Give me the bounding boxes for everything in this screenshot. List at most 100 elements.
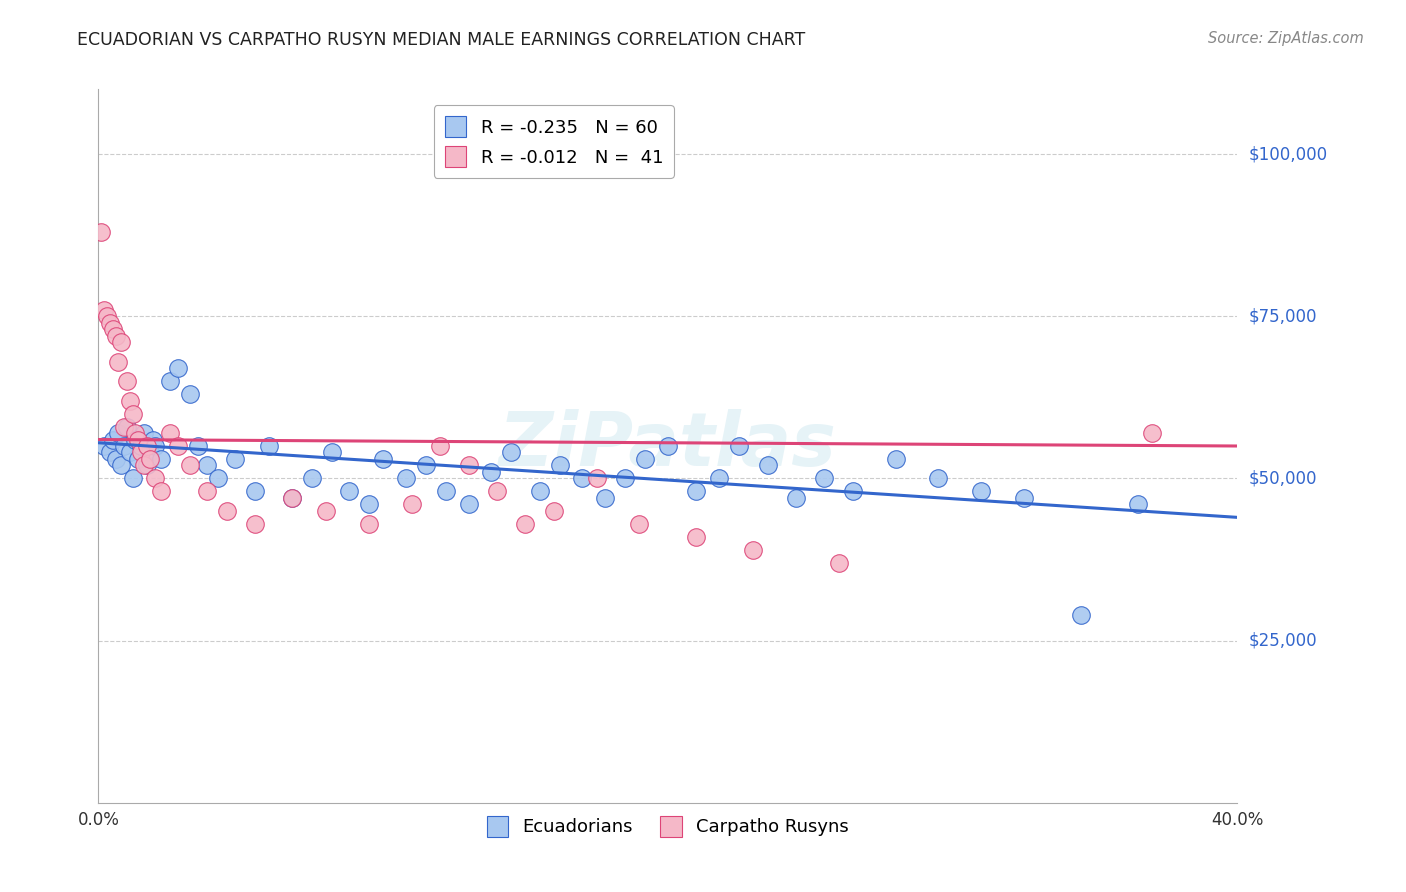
Point [685, 484, 707, 499]
Point [259, 439, 281, 453]
Point [150, 484, 173, 499]
Point [127, 433, 149, 447]
Point [118, 393, 141, 408]
Point [401, 497, 423, 511]
Point [129, 445, 152, 459]
Point [187, 439, 209, 453]
Point [110, 458, 132, 473]
Point [167, 361, 190, 376]
Point [110, 335, 132, 350]
Point [1070, 607, 1092, 622]
Point [828, 556, 851, 570]
Legend: Ecuadorians, Carpatho Rusyns: Ecuadorians, Carpatho Rusyns [479, 808, 856, 844]
Point [159, 425, 181, 440]
Point [195, 458, 218, 473]
Point [96, 310, 118, 324]
Point [614, 471, 637, 485]
Point [159, 374, 181, 388]
Point [357, 497, 380, 511]
Point [429, 439, 451, 453]
Point [195, 484, 218, 499]
Point [813, 471, 835, 485]
Point [124, 433, 146, 447]
Point [479, 465, 502, 479]
Point [135, 458, 157, 473]
Point [415, 458, 437, 473]
Point [104, 328, 127, 343]
Point [129, 439, 152, 453]
Point [884, 452, 907, 467]
Point [742, 542, 765, 557]
Point [179, 387, 201, 401]
Point [121, 407, 143, 421]
Point [93, 439, 115, 453]
Point [321, 445, 343, 459]
Point [167, 439, 190, 453]
Point [1126, 497, 1149, 511]
Point [927, 471, 949, 485]
Point [756, 458, 779, 473]
Point [179, 458, 201, 473]
Point [112, 439, 135, 453]
Point [657, 439, 679, 453]
Point [104, 452, 127, 467]
Point [243, 516, 266, 531]
Point [337, 484, 360, 499]
Point [301, 471, 323, 485]
Point [127, 452, 149, 467]
Point [132, 458, 155, 473]
Point [585, 471, 607, 485]
Point [593, 491, 616, 505]
Point [215, 504, 238, 518]
Point [785, 491, 807, 505]
Point [486, 484, 509, 499]
Point [728, 439, 751, 453]
Point [243, 484, 266, 499]
Point [1140, 425, 1163, 440]
Point [141, 433, 163, 447]
Text: $100,000: $100,000 [1249, 145, 1327, 163]
Point [281, 491, 304, 505]
Point [628, 516, 651, 531]
Point [150, 452, 173, 467]
Point [707, 471, 730, 485]
Point [548, 458, 571, 473]
Point [395, 471, 418, 485]
Point [135, 439, 157, 453]
Point [634, 452, 657, 467]
Point [138, 445, 160, 459]
Point [571, 471, 593, 485]
Point [101, 322, 124, 336]
Point [124, 425, 146, 440]
Point [373, 452, 395, 467]
Point [101, 433, 124, 447]
Point [281, 491, 304, 505]
Point [543, 504, 565, 518]
Point [107, 354, 129, 368]
Point [315, 504, 337, 518]
Point [357, 516, 380, 531]
Text: Source: ZipAtlas.com: Source: ZipAtlas.com [1208, 31, 1364, 46]
Point [457, 497, 479, 511]
Point [115, 374, 138, 388]
Point [98, 316, 121, 330]
Point [457, 458, 479, 473]
Point [842, 484, 865, 499]
Point [121, 471, 143, 485]
Point [501, 445, 523, 459]
Point [529, 484, 551, 499]
Text: ZiPatlas: ZiPatlas [499, 409, 837, 483]
Point [138, 452, 160, 467]
Text: $25,000: $25,000 [1249, 632, 1317, 649]
Point [112, 419, 135, 434]
Text: ECUADORIAN VS CARPATHO RUSYN MEDIAN MALE EARNINGS CORRELATION CHART: ECUADORIAN VS CARPATHO RUSYN MEDIAN MALE… [77, 31, 806, 49]
Point [118, 445, 141, 459]
Point [1012, 491, 1035, 505]
Text: $50,000: $50,000 [1249, 469, 1317, 487]
Point [107, 425, 129, 440]
Point [115, 419, 138, 434]
Point [970, 484, 993, 499]
Point [145, 439, 167, 453]
Point [515, 516, 537, 531]
Point [224, 452, 246, 467]
